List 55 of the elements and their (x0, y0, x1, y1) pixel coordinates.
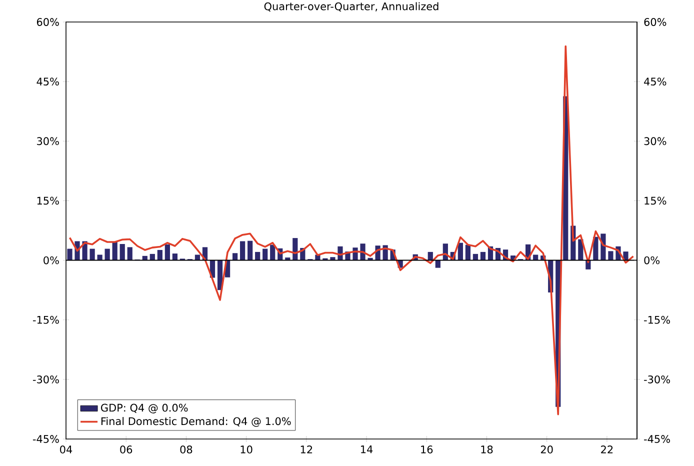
bar (248, 240, 253, 260)
y-tick-label: -45% (644, 435, 670, 443)
y2-tick-label: -30% (32, 375, 59, 384)
y-tick-label: -15% (644, 316, 670, 324)
y-tick-label: 45% (644, 78, 666, 86)
chart-title: Quarter-over-Quarter, Annualized (264, 2, 438, 12)
legend-label: GDP: Q4 @ 0.0% (101, 404, 188, 414)
bar (608, 251, 614, 260)
bar (232, 253, 238, 260)
y2-tick-label: 15% (37, 196, 59, 205)
bar (67, 248, 72, 260)
bar (255, 252, 260, 260)
bar (262, 248, 268, 260)
bar (480, 252, 486, 260)
bar (157, 250, 162, 260)
y-tick-label: 30% (644, 137, 666, 146)
bar (112, 242, 118, 260)
bar (428, 252, 433, 260)
x-tick-label: 16 (421, 446, 433, 454)
bar (458, 242, 463, 260)
bar (127, 247, 132, 260)
bar (150, 254, 155, 260)
y2-tick-label: -45% (32, 435, 59, 443)
bar (164, 244, 170, 260)
x-tick-label: 18 (481, 446, 493, 454)
bar (533, 254, 538, 260)
line-series (68, 45, 634, 416)
y-tick-label: 60% (644, 18, 666, 26)
y-tick-label: 0% (644, 256, 660, 264)
x-tick-label: 06 (120, 446, 132, 454)
bar (472, 254, 478, 260)
bar (172, 254, 178, 260)
x-tick-label: 12 (300, 446, 312, 454)
y2-tick-label: 30% (37, 137, 59, 146)
y2-tick-label: 45% (36, 78, 59, 86)
y2-tick-label: -15% (32, 316, 59, 324)
y-tick-label: -30% (644, 375, 670, 384)
x-tick-label: 20 (540, 446, 553, 454)
bar (90, 248, 95, 260)
bar (120, 244, 125, 260)
x-tick-label: 22 (601, 446, 613, 454)
bar (240, 241, 246, 260)
x-tick-label: 10 (240, 446, 252, 454)
y-tick-label: 15% (644, 196, 666, 205)
x-tick-label: 04 (60, 446, 72, 454)
y2-tick-label: 0% (44, 256, 59, 264)
bar (104, 248, 110, 260)
bar (270, 244, 276, 260)
bar (465, 244, 471, 260)
bar (194, 254, 200, 260)
bar (97, 254, 102, 260)
x-tick-label: 08 (180, 446, 192, 454)
x-tick-label: 14 (361, 446, 373, 454)
legend-label: Final Domestic Demand: Q4 @ 1.0% (101, 417, 291, 427)
y2-tick-label: 60% (36, 18, 59, 26)
